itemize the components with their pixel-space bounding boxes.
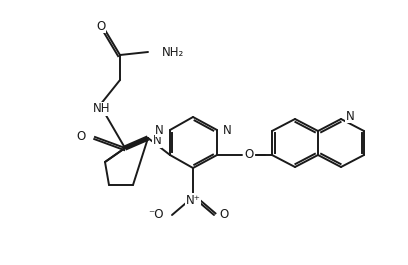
Text: NH₂: NH₂ xyxy=(162,46,184,59)
Text: O: O xyxy=(244,148,254,161)
Text: O: O xyxy=(96,20,106,33)
Text: N: N xyxy=(346,109,355,122)
Text: NH: NH xyxy=(93,103,111,116)
Text: N⁺: N⁺ xyxy=(186,193,200,206)
Text: O: O xyxy=(219,209,228,222)
Text: ⁻O: ⁻O xyxy=(149,209,164,222)
Text: N: N xyxy=(223,123,232,136)
Text: O: O xyxy=(77,130,86,144)
Text: N: N xyxy=(153,135,162,148)
Text: N: N xyxy=(155,123,164,136)
